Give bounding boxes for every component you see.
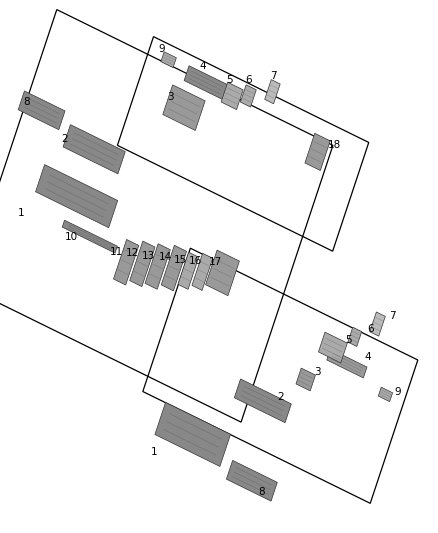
Polygon shape [327,349,367,378]
Text: 3: 3 [314,367,321,376]
Polygon shape [226,461,277,501]
Polygon shape [155,402,230,466]
Text: 4: 4 [199,61,206,71]
Polygon shape [234,379,291,423]
Polygon shape [113,239,139,285]
Text: 15: 15 [174,255,187,264]
Polygon shape [370,312,385,336]
Polygon shape [296,368,315,391]
Text: 6: 6 [245,76,252,85]
Text: 2: 2 [277,392,284,402]
Polygon shape [163,85,205,131]
Polygon shape [240,85,256,107]
Text: 12: 12 [126,248,139,258]
Text: 2: 2 [61,134,68,143]
Text: 17: 17 [209,257,223,267]
Text: 1: 1 [151,447,158,457]
Polygon shape [63,125,125,174]
Polygon shape [145,244,170,289]
Text: 9: 9 [394,387,401,397]
Polygon shape [35,165,118,228]
Text: 5: 5 [345,335,352,344]
Text: 7: 7 [270,71,277,81]
Text: 14: 14 [159,252,172,262]
Polygon shape [184,66,228,100]
Text: 3: 3 [167,92,173,102]
Polygon shape [205,250,240,296]
Polygon shape [161,52,177,68]
Polygon shape [192,253,213,290]
Text: 5: 5 [226,76,233,85]
Polygon shape [348,327,362,346]
Text: 4: 4 [364,352,371,362]
Polygon shape [265,79,280,104]
Polygon shape [221,82,243,110]
Text: 16: 16 [189,256,202,266]
Text: 10: 10 [65,232,78,242]
Polygon shape [18,91,65,130]
Polygon shape [62,220,117,253]
Polygon shape [178,252,199,289]
Text: 7: 7 [389,311,396,321]
Text: 8: 8 [23,98,30,107]
Text: 8: 8 [258,488,265,497]
Polygon shape [130,241,155,287]
Text: 11: 11 [110,247,123,256]
Polygon shape [161,245,187,291]
Text: 13: 13 [142,251,155,261]
Text: 18: 18 [328,140,341,150]
Text: 1: 1 [18,208,24,218]
Polygon shape [378,387,392,402]
Polygon shape [305,133,330,171]
Text: 9: 9 [158,44,165,54]
Text: 6: 6 [367,324,374,334]
Polygon shape [318,332,347,363]
